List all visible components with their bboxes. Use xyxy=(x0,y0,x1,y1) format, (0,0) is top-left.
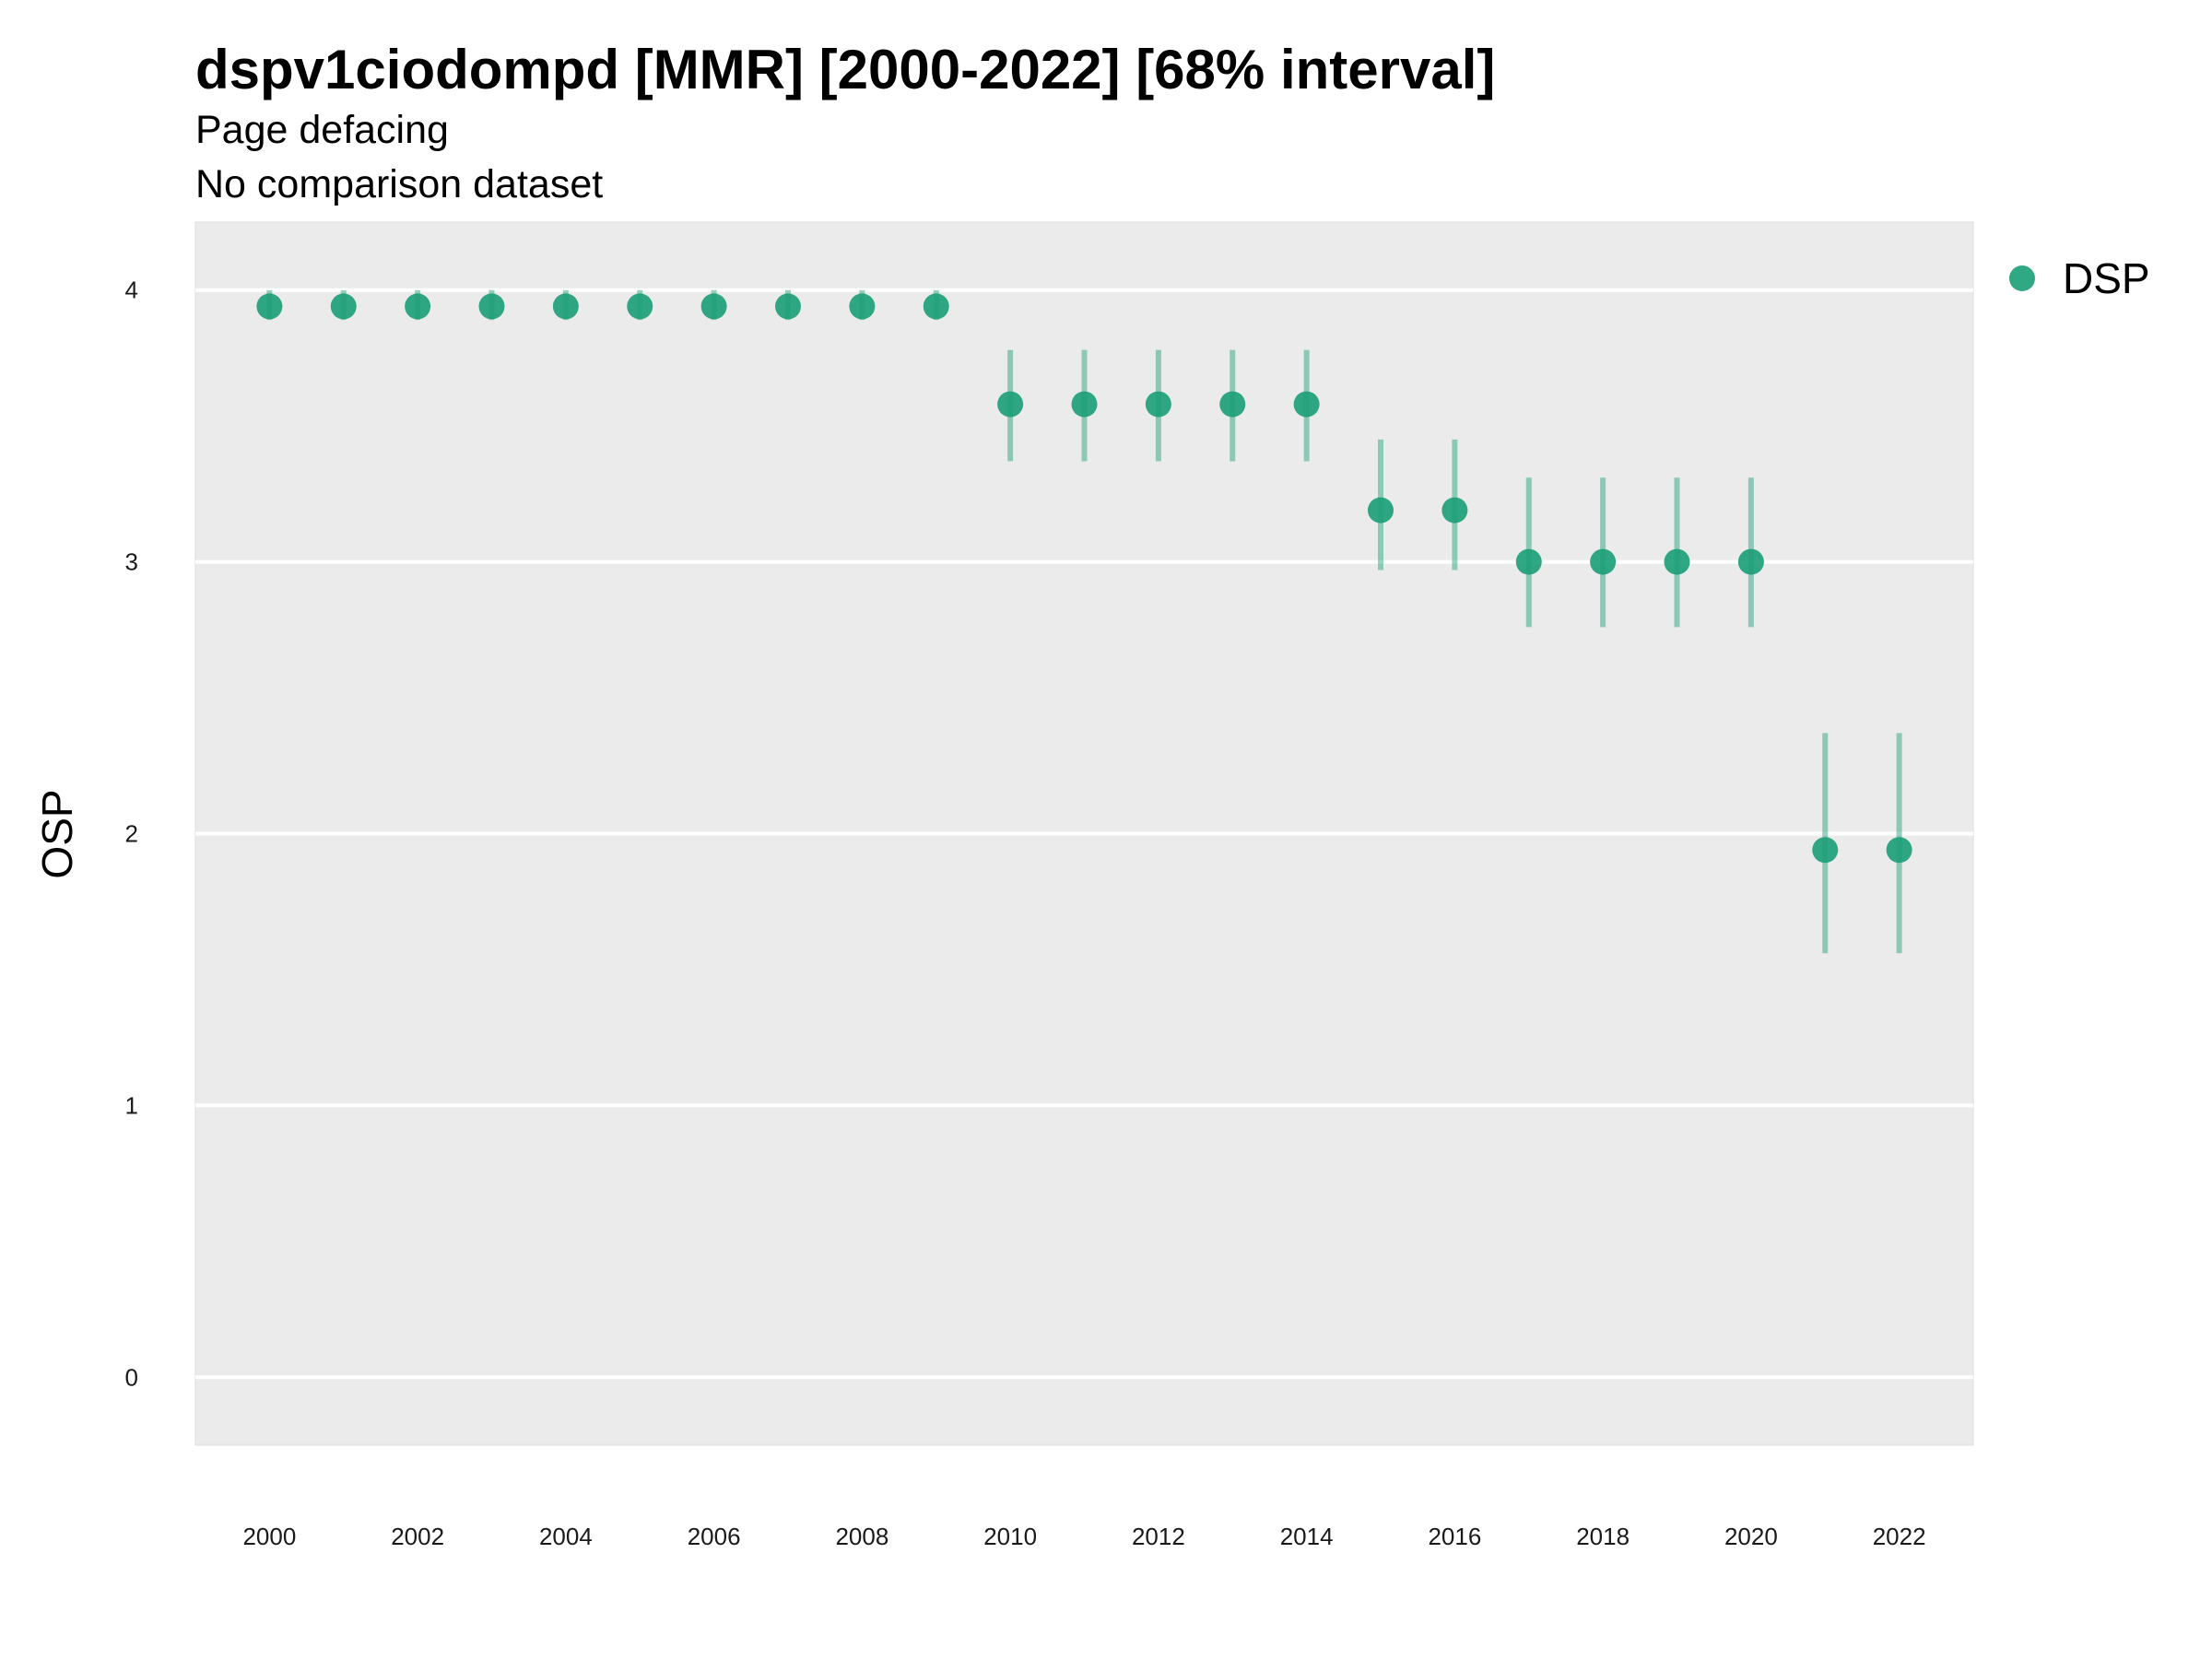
y-axis-title: OSP xyxy=(33,789,81,878)
data-point xyxy=(1219,391,1246,418)
x-tick-label: 2016 xyxy=(1428,1523,1481,1550)
x-tick-label: 2012 xyxy=(1132,1523,1185,1550)
data-point xyxy=(330,293,357,320)
data-point xyxy=(1664,548,1690,575)
data-point xyxy=(923,293,949,320)
data-points xyxy=(256,293,1912,864)
y-tick-label: 4 xyxy=(125,276,138,304)
data-point xyxy=(552,293,579,320)
x-tick-label: 2006 xyxy=(688,1523,741,1550)
x-tick-label: 2000 xyxy=(242,1523,296,1550)
x-tick-label: 2010 xyxy=(983,1523,1037,1550)
data-point xyxy=(1737,548,1764,575)
data-point xyxy=(1071,391,1098,418)
y-tick-label: 1 xyxy=(125,1091,138,1119)
data-point xyxy=(1812,837,1839,864)
data-point xyxy=(849,293,876,320)
x-tick-label: 2008 xyxy=(835,1523,888,1550)
data-point xyxy=(1515,548,1542,575)
legend: DSP xyxy=(2009,254,2150,302)
data-point xyxy=(405,293,431,320)
x-tick-label: 2018 xyxy=(1576,1523,1630,1550)
legend-key-dsp xyxy=(2009,265,2035,291)
data-point xyxy=(775,293,801,320)
x-tick-label: 2014 xyxy=(1280,1523,1334,1550)
y-tick-label: 3 xyxy=(125,548,138,576)
grid-lines xyxy=(195,288,1973,1380)
data-point xyxy=(1590,548,1617,575)
data-point xyxy=(1293,391,1320,418)
legend-label-dsp: DSP xyxy=(2063,254,2150,302)
x-tick-label: 2004 xyxy=(539,1523,593,1550)
x-tick-label: 2002 xyxy=(391,1523,444,1550)
y-tick-label: 0 xyxy=(125,1363,138,1391)
data-point xyxy=(997,391,1024,418)
chart-title: dspv1ciodompd [MMR] [2000-2022] [68% int… xyxy=(195,39,1495,100)
chart-subtitle: Page defacing xyxy=(195,108,449,152)
data-point xyxy=(1886,837,1912,864)
data-point xyxy=(1145,391,1171,418)
y-tick-labels: 0 1 2 3 4 xyxy=(125,276,138,1392)
data-point xyxy=(1441,497,1468,524)
chart-subtitle-2: No comparison dataset xyxy=(195,162,603,206)
x-tick-label: 2022 xyxy=(1873,1523,1926,1550)
data-point xyxy=(700,293,727,320)
data-point xyxy=(478,293,505,320)
y-tick-label: 2 xyxy=(125,820,138,848)
data-point xyxy=(1368,497,1394,524)
data-point xyxy=(256,293,283,320)
x-tick-label: 2020 xyxy=(1724,1523,1778,1550)
x-tick-labels: 2000 2002 2004 2006 2008 2010 2012 2014 2016 2018… xyxy=(242,1523,1925,1550)
data-point xyxy=(627,293,653,320)
